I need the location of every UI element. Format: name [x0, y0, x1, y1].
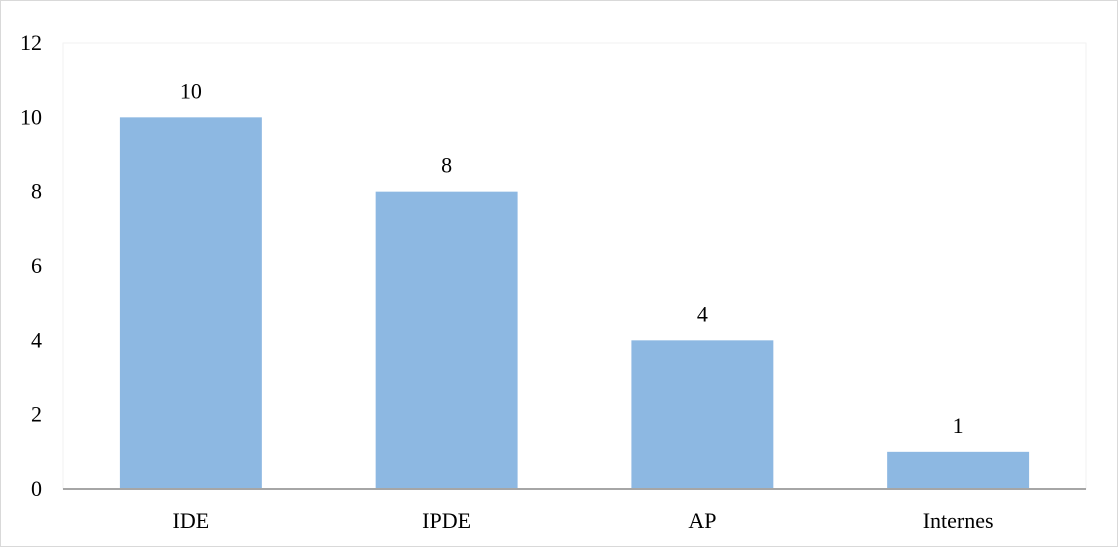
y-tick-label: 0: [31, 476, 42, 501]
bar-ide: [119, 117, 262, 489]
bar-ipde: [375, 191, 518, 489]
data-label: 4: [697, 301, 708, 326]
x-tick-label: IDE: [173, 508, 210, 533]
x-tick-label: AP: [688, 508, 716, 533]
y-tick-label: 12: [20, 30, 42, 55]
bar-internes: [887, 451, 1030, 489]
y-tick-label: 2: [31, 402, 42, 427]
x-tick-label: IPDE: [422, 508, 471, 533]
data-labels: 10 8 4 1: [180, 78, 964, 438]
bars: [119, 117, 1030, 489]
data-label: 1: [953, 413, 964, 438]
y-axis-ticks: 0 2 4 6 8 10 12: [20, 30, 42, 501]
data-label: 10: [180, 78, 202, 103]
y-tick-label: 10: [20, 104, 42, 129]
y-tick-label: 8: [31, 179, 42, 204]
data-label: 8: [441, 153, 452, 178]
x-tick-label: Internes: [923, 508, 994, 533]
bar-ap: [631, 340, 774, 489]
y-tick-label: 4: [31, 327, 42, 352]
y-tick-label: 6: [31, 253, 42, 278]
x-axis-labels: IDE IPDE AP Internes: [173, 508, 994, 533]
